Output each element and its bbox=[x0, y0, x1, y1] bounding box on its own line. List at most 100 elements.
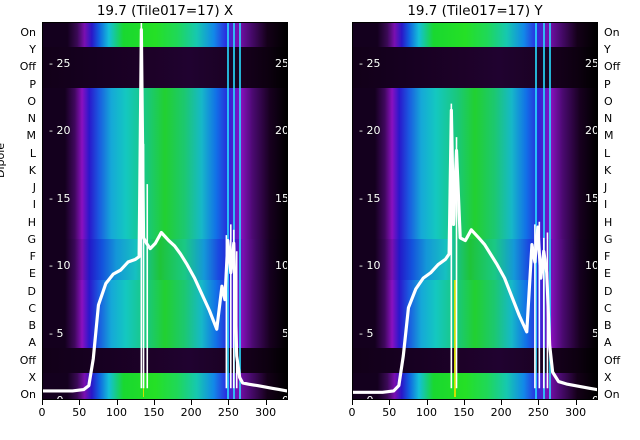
category-tick-right-19: Off bbox=[604, 353, 621, 367]
x-axis-right: 0 50 100 150 200 250 300 bbox=[349, 400, 598, 434]
x-tick-label-right-1: 50 bbox=[382, 406, 397, 419]
inner-y-tick-label-left: - 15 bbox=[49, 191, 71, 205]
inner-y-tick-label-right: 5 bbox=[282, 327, 287, 340]
inner-y-tick-label-left: - 5 bbox=[359, 326, 374, 340]
category-tick-right-5: N bbox=[604, 112, 613, 126]
inner-y-tick-label-right: 5 bbox=[592, 327, 597, 340]
category-tick-left-6: M bbox=[26, 129, 37, 143]
category-tick-left-21: On bbox=[20, 388, 36, 401]
trace-line bbox=[353, 108, 597, 394]
x-tick-mark-right-0 bbox=[352, 400, 353, 405]
heatmap-vertical-stripe bbox=[226, 23, 229, 399]
category-tick-right-15: D bbox=[604, 284, 613, 298]
category-tick-right-12: G bbox=[604, 232, 613, 246]
panel-left[interactable]: - 0 0 - 5 5 - 10 10 - 15 15 - 20 20 - 25 25 bbox=[42, 22, 288, 400]
heatmap-band bbox=[43, 239, 287, 280]
panel-right[interactable]: - 0 0 - 5 5 - 10 10 - 15 15 - 20 20 - 25 25 bbox=[352, 22, 598, 400]
heatmap-band bbox=[353, 348, 597, 373]
category-tick-right-17: B bbox=[604, 319, 612, 333]
heatmap-band bbox=[353, 279, 597, 349]
category-tick-right-20: X bbox=[604, 370, 612, 384]
inner-y-tick-label-right: 25 bbox=[585, 56, 598, 70]
heatmap-vertical-stripe bbox=[542, 23, 545, 399]
category-tick-left-1: Y bbox=[29, 43, 36, 57]
category-tick-left-14: E bbox=[29, 267, 36, 281]
category-tick-right-6: M bbox=[604, 129, 614, 143]
category-tick-right-14: E bbox=[604, 267, 611, 281]
category-tick-right-18: A bbox=[604, 336, 612, 350]
category-tick-right-8: K bbox=[604, 163, 612, 177]
category-tick-right-3: P bbox=[604, 77, 611, 91]
x-tick-mark-right-1 bbox=[389, 400, 391, 405]
x-axis-left: 0 50 100 150 200 250 300 bbox=[38, 400, 288, 434]
heatmap-vertical-stripe bbox=[232, 23, 235, 399]
heatmap-left[interactable]: - 0 0 - 5 5 - 10 10 - 15 15 - 20 20 - 25 25 bbox=[42, 22, 288, 400]
trace-overlay bbox=[353, 103, 597, 394]
inner-y-tick-label-left: - 25 bbox=[359, 56, 381, 70]
x-tick-mark-left-0 bbox=[42, 400, 43, 405]
x-tick-label-left-3: 150 bbox=[143, 406, 165, 419]
x-tick-mark-right-5 bbox=[538, 400, 540, 405]
heatmap-band bbox=[43, 87, 287, 239]
x-tick-mark-right-6 bbox=[575, 400, 577, 405]
x-tick-mark-left-6 bbox=[265, 400, 267, 405]
heatmap-vertical-stripe bbox=[238, 23, 241, 399]
panel-title-right: 19.7 (Tile017=17) Y bbox=[407, 3, 543, 19]
category-tick-left-16: C bbox=[28, 301, 36, 315]
category-tick-left-20: X bbox=[28, 370, 36, 384]
inner-y-tick-label-left: - 0 bbox=[359, 394, 373, 399]
inner-y-tick-label-left: - 25 bbox=[49, 56, 71, 70]
heatmap-vertical-stripe bbox=[454, 279, 456, 397]
x-tick-label-right-5: 250 bbox=[527, 406, 549, 419]
x-tick-label-left-1: 50 bbox=[72, 406, 87, 419]
x-tick-mark-right-2 bbox=[426, 400, 428, 405]
x-tick-label-left-4: 200 bbox=[180, 406, 202, 419]
category-tick-left-18: A bbox=[28, 336, 36, 350]
heatmap-band bbox=[43, 372, 287, 399]
x-tick-mark-right-4 bbox=[501, 400, 503, 405]
heatmap-right[interactable]: - 0 0 - 5 5 - 10 10 - 15 15 - 20 20 - 25 25 bbox=[352, 22, 598, 400]
category-tick-right-13: F bbox=[604, 250, 611, 264]
inner-y-tick-label-left: - 20 bbox=[359, 124, 381, 137]
heatmap-band bbox=[353, 47, 597, 75]
category-tick-left-5: N bbox=[27, 112, 36, 126]
category-axis-left: On Y Off P O N M L K J I H G F E D C B A Off X On bbox=[0, 22, 40, 400]
category-tick-left-8: K bbox=[28, 163, 36, 177]
inner-y-tick-label-right: 20 bbox=[275, 124, 288, 137]
x-tick-label-left-2: 100 bbox=[106, 406, 128, 419]
category-tick-left-9: J bbox=[32, 181, 36, 195]
x-tick-label-right-6: 300 bbox=[565, 406, 587, 419]
inner-y-tick-label-right: 25 bbox=[275, 56, 288, 70]
x-tick-label-right-3: 150 bbox=[453, 406, 475, 419]
heatmap-band bbox=[353, 23, 597, 48]
inner-y-tick-label-left: - 5 bbox=[49, 326, 64, 340]
category-tick-right-10: I bbox=[604, 198, 608, 212]
category-tick-right-11: H bbox=[604, 215, 613, 229]
heatmap-band bbox=[353, 239, 597, 280]
category-axis-right: On Y Off P O N M L K J I H G F E D C B A Off X On bbox=[600, 22, 640, 400]
panel-title-left: 19.7 (Tile017=17) X bbox=[96, 3, 234, 19]
x-tick-label-right-4: 200 bbox=[490, 406, 512, 419]
category-tick-left-4: O bbox=[27, 94, 36, 108]
category-tick-left-12: G bbox=[27, 232, 36, 246]
x-tick-label-left-0: 0 bbox=[38, 406, 46, 419]
category-tick-left-3: P bbox=[29, 77, 36, 91]
heatmap-band bbox=[43, 348, 287, 373]
inner-y-tick-label-left: - 15 bbox=[359, 191, 381, 205]
category-tick-right-7: L bbox=[604, 146, 611, 160]
x-tick-mark-left-1 bbox=[79, 400, 81, 405]
heatmap-vertical-stripe bbox=[535, 23, 538, 399]
category-tick-right-4: O bbox=[604, 94, 613, 108]
x-tick-mark-left-5 bbox=[228, 400, 230, 405]
heatmap-vertical-stripe bbox=[548, 23, 551, 399]
category-tick-left-10: I bbox=[32, 198, 36, 212]
category-tick-left-17: B bbox=[28, 319, 36, 333]
inner-y-tick-label-left: - 10 bbox=[49, 259, 71, 272]
category-tick-left-7: L bbox=[29, 146, 36, 160]
heatmap-band bbox=[43, 23, 287, 48]
trace-overlay bbox=[43, 23, 287, 393]
inner-y-tick-label-left: - 20 bbox=[49, 124, 71, 137]
category-tick-right-1: Y bbox=[604, 43, 611, 57]
x-tick-mark-left-2 bbox=[116, 400, 118, 405]
category-tick-left-19: Off bbox=[19, 353, 36, 367]
